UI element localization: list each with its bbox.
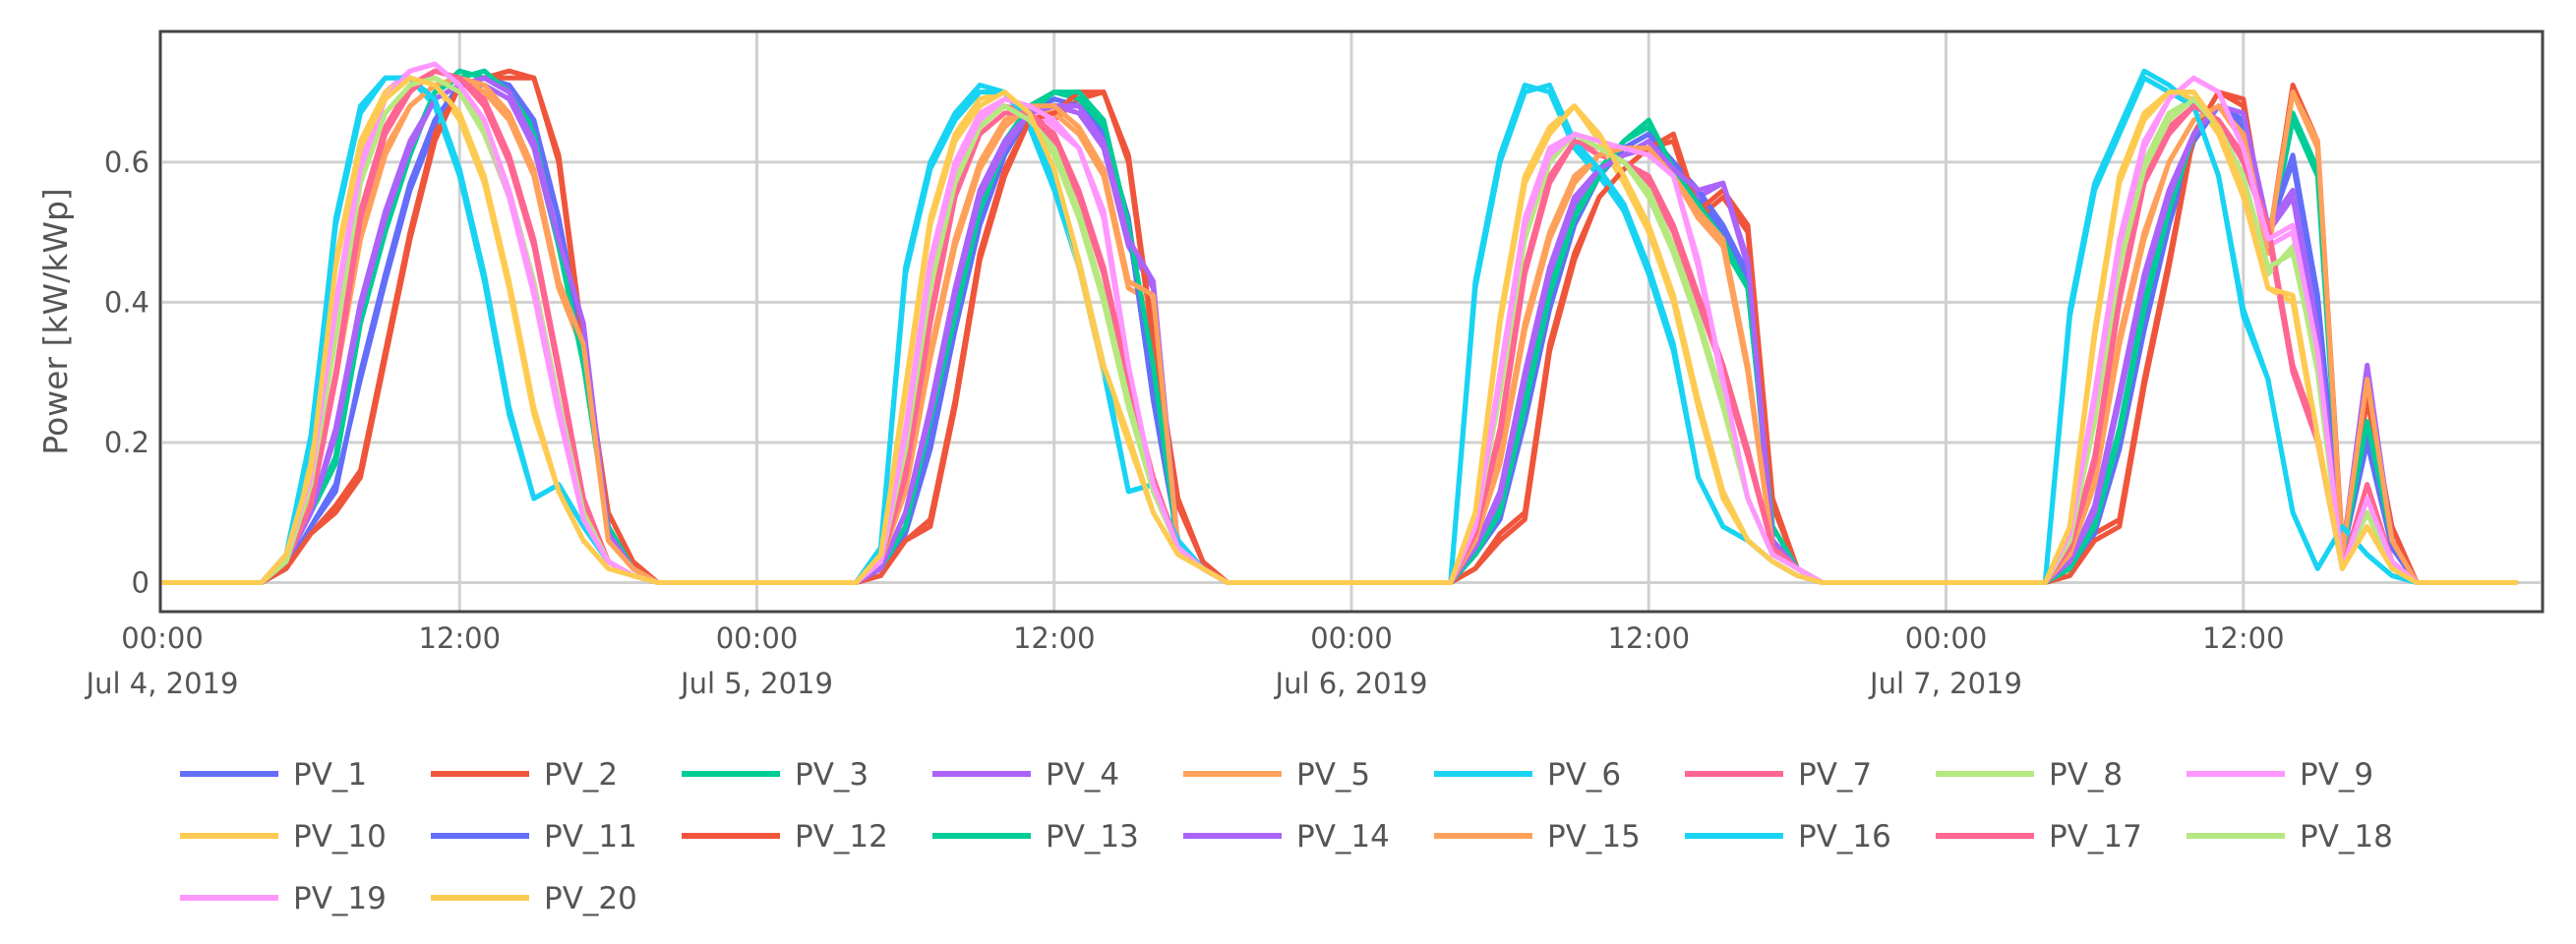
legend-label: PV_16 <box>1798 819 1891 855</box>
legend-item[interactable]: PV_7 <box>1685 757 1872 793</box>
x-axis-ticks: 00:00 Jul 4, 2019 12:00 00:00 Jul 5, 2019 12:… <box>85 621 2285 700</box>
legend: PV_1 PV_2 PV_3 PV_4 PV_5 PV_6 PV_7 PV_8 PV_9 PV_1… <box>180 757 2393 916</box>
legend-label: PV_2 <box>544 757 618 793</box>
legend-label: PV_4 <box>1046 757 1119 793</box>
legend-item[interactable]: PV_15 <box>1434 819 1641 855</box>
legend-label: PV_13 <box>1046 819 1139 855</box>
legend-item[interactable]: PV_11 <box>431 819 637 855</box>
series-line-pv-10 <box>159 75 2519 585</box>
y-tick-label: 0.2 <box>104 426 150 459</box>
legend-label: PV_17 <box>2049 819 2142 855</box>
legend-label: PV_8 <box>2049 757 2123 793</box>
series-lines <box>159 61 2519 585</box>
legend-item[interactable]: PV_13 <box>932 819 1139 855</box>
x-tick-time: 12:00 <box>2202 621 2285 655</box>
x-tick-time: 00:00 <box>1905 621 1988 655</box>
legend-label: PV_11 <box>544 819 637 855</box>
legend-label: PV_9 <box>2300 757 2373 793</box>
y-axis-ticks: 0 0.2 0.4 0.6 <box>104 146 150 600</box>
legend-item[interactable]: PV_8 <box>1936 757 2123 793</box>
y-tick-label: 0.6 <box>104 146 150 179</box>
legend-item[interactable]: PV_14 <box>1183 819 1390 855</box>
series-line-pv-4 <box>159 83 2519 585</box>
x-tick-date: Jul 6, 2019 <box>1274 667 1428 700</box>
x-tick-time: 12:00 <box>1607 621 1690 655</box>
legend-item[interactable]: PV_1 <box>180 757 367 793</box>
legend-item[interactable]: PV_4 <box>932 757 1119 793</box>
x-tick-date: Jul 5, 2019 <box>679 667 833 700</box>
x-tick-date: Jul 4, 2019 <box>85 667 239 700</box>
legend-item[interactable]: PV_12 <box>682 819 888 855</box>
legend-item[interactable]: PV_19 <box>180 881 387 916</box>
legend-item[interactable]: PV_16 <box>1685 819 1891 855</box>
legend-item[interactable]: PV_6 <box>1434 757 1621 793</box>
series-line-pv-20 <box>159 75 2519 585</box>
legend-item[interactable]: PV_17 <box>1936 819 2142 855</box>
x-tick-date: Jul 7, 2019 <box>1868 667 2022 700</box>
legend-label: PV_12 <box>795 819 888 855</box>
y-tick-label: 0.4 <box>104 285 150 319</box>
legend-label: PV_19 <box>293 881 387 916</box>
legend-label: PV_5 <box>1296 757 1370 793</box>
x-tick-time: 00:00 <box>121 621 204 655</box>
legend-label: PV_1 <box>293 757 367 793</box>
legend-label: PV_3 <box>795 757 869 793</box>
x-tick-time: 12:00 <box>1013 621 1096 655</box>
legend-label: PV_14 <box>1296 819 1390 855</box>
legend-item[interactable]: PV_5 <box>1183 757 1370 793</box>
legend-label: PV_10 <box>293 819 387 855</box>
y-axis-title: Power [kW/kWp] <box>36 188 75 455</box>
legend-item[interactable]: PV_9 <box>2187 757 2373 793</box>
legend-item[interactable]: PV_3 <box>682 757 869 793</box>
x-tick-time: 00:00 <box>716 621 799 655</box>
legend-item[interactable]: PV_2 <box>431 757 618 793</box>
y-tick-label: 0 <box>132 565 150 599</box>
legend-item[interactable]: PV_20 <box>431 881 637 916</box>
legend-label: PV_18 <box>2300 819 2393 855</box>
plot-frame <box>158 30 2545 614</box>
legend-label: PV_6 <box>1547 757 1621 793</box>
legend-item[interactable]: PV_18 <box>2187 819 2393 855</box>
legend-label: PV_15 <box>1547 819 1641 855</box>
legend-item[interactable]: PV_10 <box>180 819 387 855</box>
x-tick-time: 00:00 <box>1310 621 1393 655</box>
legend-label: PV_7 <box>1798 757 1872 793</box>
legend-label: PV_20 <box>544 881 637 916</box>
x-tick-time: 12:00 <box>418 621 501 655</box>
